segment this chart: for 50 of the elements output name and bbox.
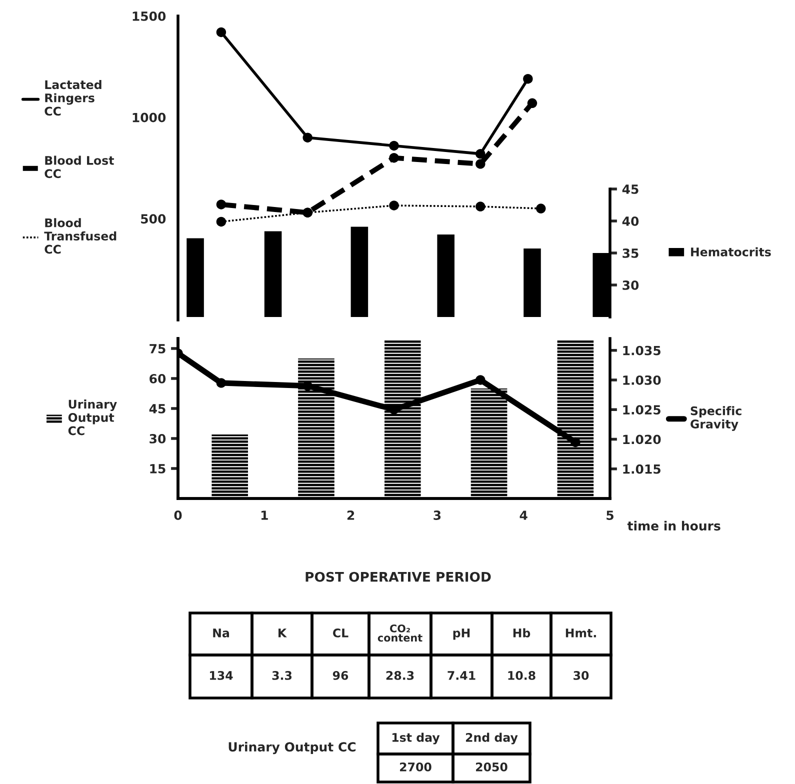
y2-tick-label: 1.015 (623, 464, 660, 474)
text: 28.3 (386, 670, 414, 680)
y2-tick-label: 1.035 (623, 346, 660, 356)
y2-tick-label: 1.030 (623, 375, 661, 385)
y-tick-label: 60 (150, 374, 166, 384)
x-tick-label: 2 (347, 510, 354, 520)
x-tick-label: 3 (434, 510, 441, 520)
text: 7.41 (448, 671, 476, 680)
y-tick-label: 500 (141, 214, 166, 224)
y-tick-label: 45 (149, 404, 166, 414)
y2-tick-label: 35 (622, 248, 638, 258)
x-tick-label: 4 (520, 510, 528, 520)
y2-tick-label: 45 (622, 184, 638, 194)
text: 2700 (400, 762, 432, 772)
y-tick-label: 1000 (132, 112, 166, 122)
text: 30 (574, 670, 589, 680)
text: 10.8 (508, 670, 536, 680)
text: Hb (513, 628, 530, 638)
text: 1st day (392, 732, 440, 744)
text: K (278, 628, 287, 638)
y2-tick-label: 1.020 (623, 434, 661, 444)
text: 134 (210, 670, 233, 680)
x-axis-title: time in hours (627, 520, 720, 531)
legend-label: Specific Gravity (690, 406, 742, 431)
y-tick-label: 15 (150, 464, 166, 474)
legend-label: Blood Transfused CC (44, 218, 116, 254)
x-tick-label: 1 (261, 510, 268, 520)
text: pH (453, 628, 470, 640)
text: POST OPERATIVE PERIOD (306, 572, 491, 582)
text: Hmt. (566, 628, 596, 638)
text: CO₂ content (378, 624, 422, 642)
x-tick-label: 5 (606, 510, 614, 520)
text: 2050 (476, 762, 508, 772)
y2-tick-label: 30 (622, 280, 639, 290)
x-tick-label: 0 (174, 510, 182, 520)
y2-tick-label: 1.025 (623, 405, 660, 415)
y-tick-label: 30 (150, 434, 166, 444)
text: Urinary Output CC (228, 742, 356, 754)
legend-label: Lactated Ringers CC (44, 80, 102, 116)
text: Na (213, 628, 229, 638)
y-tick-label: 75 (150, 344, 166, 354)
legend-label: Blood Lost CC (44, 156, 114, 178)
text: 96 (332, 671, 348, 680)
y-tick-label: 1500 (132, 11, 166, 21)
text: 2nd day (466, 732, 518, 744)
text: CL (332, 628, 348, 638)
legend-label: Hematocrits (691, 247, 771, 256)
legend-label: Urinary Output CC (68, 400, 117, 436)
text: 3.3 (272, 670, 292, 680)
y2-tick-label: 40 (622, 216, 639, 226)
